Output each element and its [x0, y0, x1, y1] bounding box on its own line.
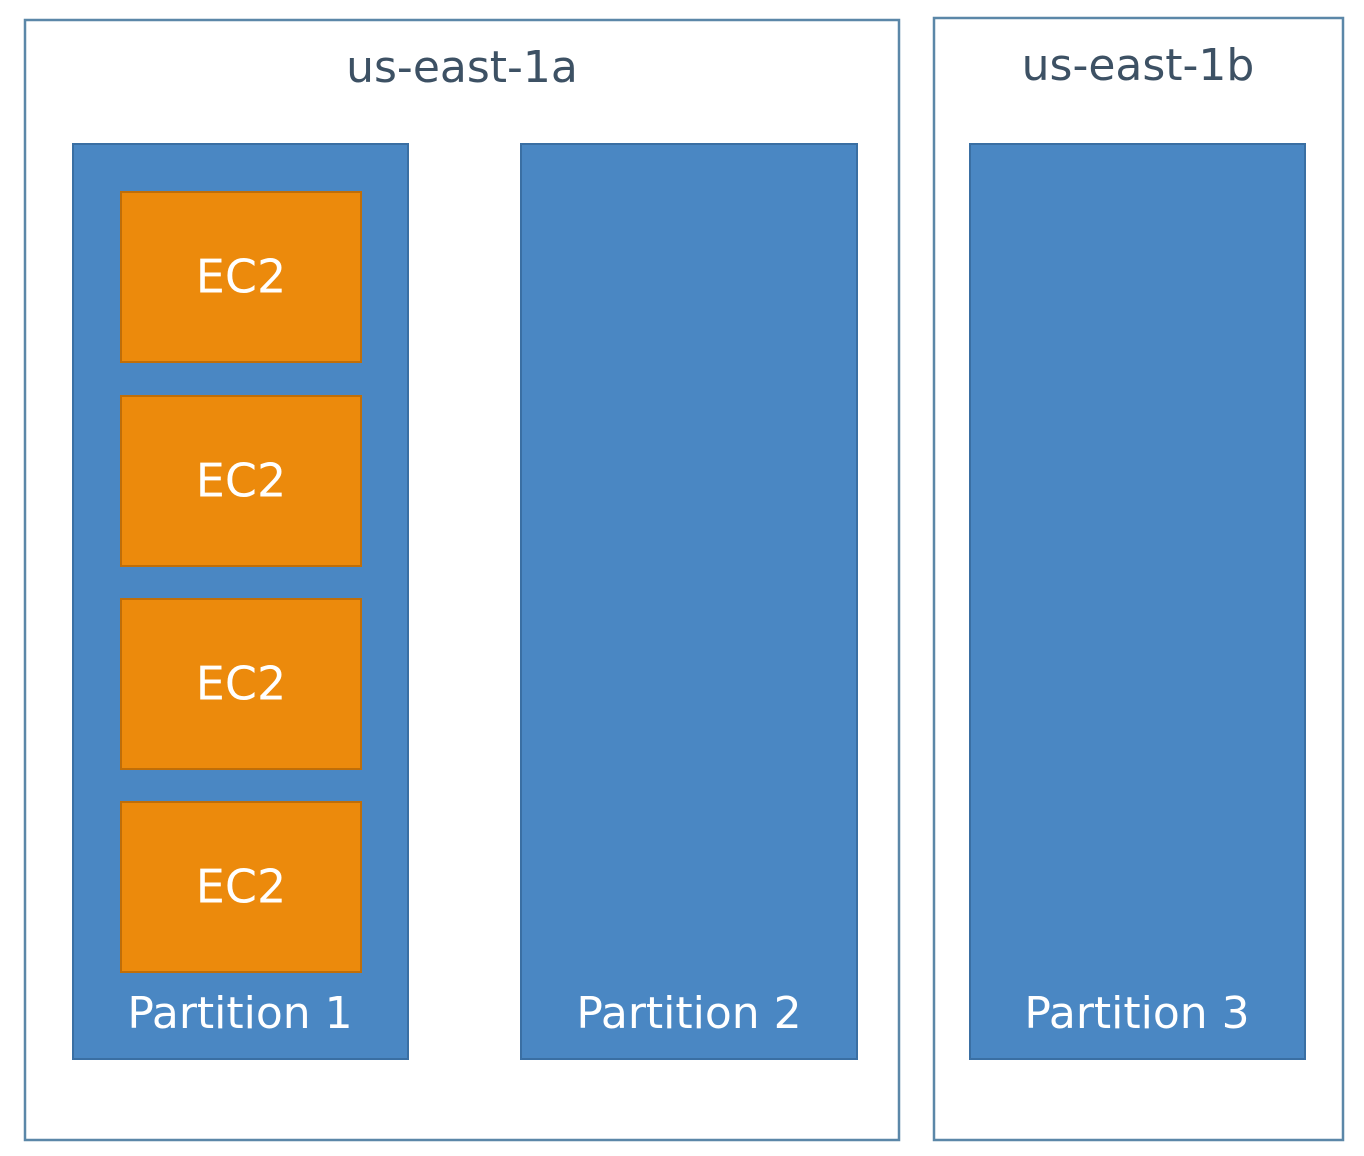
zone-label: us-east-1a [346, 42, 578, 93]
ec2-label: EC2 [196, 657, 286, 711]
ec2-box [120, 395, 362, 567]
zone-label: us-east-1b [1022, 40, 1255, 91]
partition-label: Partition 3 [1024, 988, 1249, 1039]
ec2-box [120, 191, 362, 363]
ec2-box [120, 801, 362, 973]
ec2-label: EC2 [196, 250, 286, 304]
ec2-label: EC2 [196, 454, 286, 508]
partition-label: Partition 1 [127, 988, 352, 1039]
ec2-box [120, 598, 362, 770]
partition [969, 143, 1306, 1060]
ec2-label: EC2 [196, 860, 286, 914]
partition [520, 143, 858, 1060]
partition-label: Partition 2 [576, 988, 801, 1039]
